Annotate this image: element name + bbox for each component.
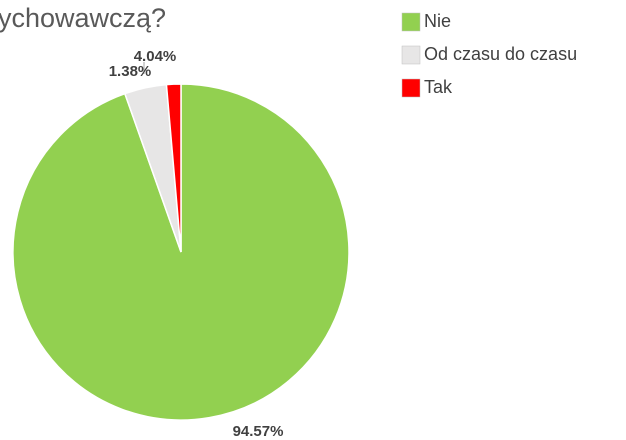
data-label: 1.38%: [109, 63, 152, 80]
pie-slice: [165, 83, 182, 253]
legend-swatch: [401, 45, 421, 65]
legend-swatch: [401, 12, 421, 32]
legend-label: Od czasu do czasu: [424, 44, 577, 64]
legend-swatch: [401, 78, 421, 98]
data-label: 4.04%: [134, 48, 177, 65]
legend-label: Nie: [424, 11, 451, 31]
chart-title: ychowawczą?: [0, 3, 166, 33]
legend-label: Tak: [424, 77, 453, 97]
data-label: 94.57%: [233, 423, 284, 440]
